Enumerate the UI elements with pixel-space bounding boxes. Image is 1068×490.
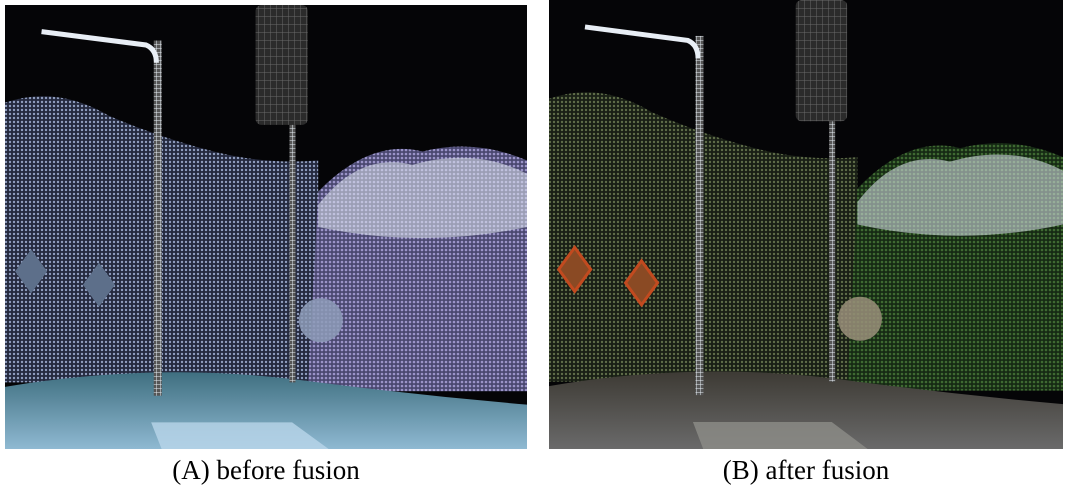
second-pole (829, 121, 835, 381)
panels: (A) before fusion (B) after fusion (5, 0, 1063, 485)
caption: (A) before fusion (172, 455, 360, 485)
figure: (A) before fusion (B) after fusion (0, 0, 1068, 490)
caption: (B) after fusion (723, 455, 890, 485)
second-pole (289, 125, 295, 383)
round-sign (838, 297, 882, 341)
round-sign (299, 298, 343, 342)
building (256, 5, 308, 125)
building (796, 0, 847, 121)
panel (5, 5, 527, 449)
panel (549, 0, 1063, 449)
street-light-pole (154, 41, 162, 396)
street-light-pole (695, 36, 703, 395)
page: (A) before fusion(B) after fusion (() =>… (0, 0, 1068, 490)
